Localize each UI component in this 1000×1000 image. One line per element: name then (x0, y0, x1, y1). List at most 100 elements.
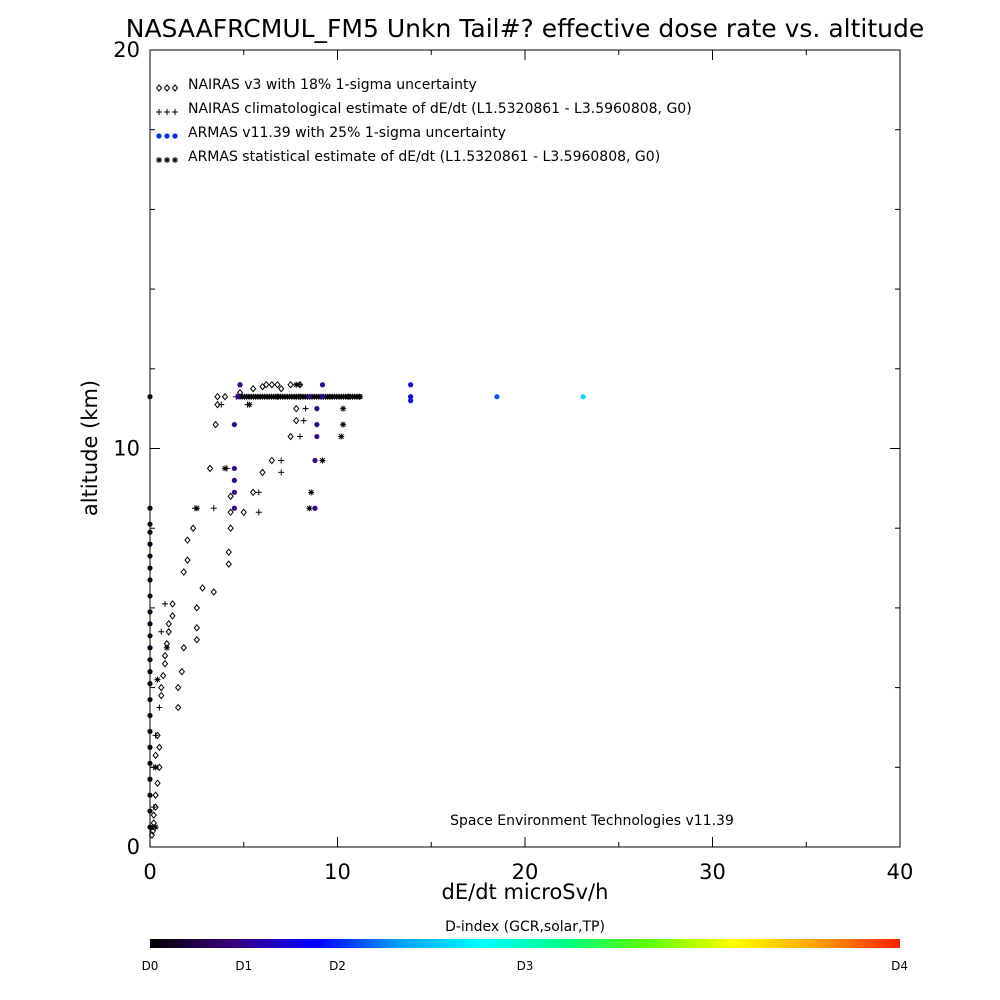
armas-stat-point (338, 433, 345, 440)
y-tick-label: 10 (113, 437, 140, 461)
armas-stat-point (222, 465, 228, 472)
nairas-point (156, 743, 163, 752)
armas-point (147, 394, 153, 400)
nairas-point (169, 612, 176, 620)
armas-stat-point (164, 157, 170, 163)
nairas-point (274, 380, 281, 389)
nairas-point (169, 600, 176, 608)
nairas-point (206, 464, 214, 473)
x-tick-label: 20 (512, 860, 539, 884)
armas-point (408, 382, 414, 388)
armas-stat-point (357, 393, 363, 400)
nairas-point (150, 811, 157, 819)
nairas-point (212, 420, 219, 429)
armas-point (147, 505, 153, 511)
armas-point (231, 489, 237, 495)
colorbar-title: D-index (GCR,solar,TP) (445, 919, 605, 935)
armas-point (147, 669, 153, 675)
legend-label: ARMAS v11.39 with 25% 1-sigma uncertaint… (188, 125, 506, 141)
armas-point (231, 465, 237, 472)
x-tick-labels: 0 10 20 30 40 (143, 860, 913, 884)
armas-point (319, 382, 326, 388)
nairas-point (159, 671, 167, 680)
y-axis-label: altitude (km) (78, 380, 102, 516)
nairas-point (225, 548, 232, 556)
armas-point (147, 529, 153, 535)
nairas-point (189, 524, 197, 532)
armas-point (147, 657, 153, 663)
nairas-point (227, 492, 234, 501)
x-tick-label: 0 (143, 860, 156, 884)
armas-point (147, 521, 153, 527)
nairas-point (161, 659, 169, 668)
armas-point (408, 398, 414, 404)
armas-point (231, 421, 237, 428)
armas-point (580, 394, 586, 400)
nairas-point (249, 488, 257, 497)
nairas-clim-point (164, 109, 170, 115)
legend-label: NAIRAS v3 with 18% 1-sigma uncertainty (188, 77, 477, 93)
nairas-point (163, 84, 171, 92)
x-axis-label: dE/dt microSv/h (442, 880, 609, 904)
nairas-clim-point (218, 401, 225, 408)
nairas-point (180, 643, 187, 652)
armas-point (147, 776, 153, 782)
armas-stat-point (152, 764, 159, 771)
nairas-point (210, 588, 217, 596)
armas-point (147, 808, 153, 814)
nairas-point (293, 404, 300, 413)
data-points (147, 380, 586, 839)
armas-point (312, 457, 318, 464)
nairas-point (249, 384, 257, 393)
armas-point (408, 394, 414, 400)
armas-point (319, 394, 326, 400)
legend: NAIRAS v3 with 18% 1-sigma uncertainty NA… (155, 77, 692, 165)
armas-point (147, 593, 153, 599)
nairas-point (156, 763, 163, 772)
nairas-point (171, 84, 179, 92)
armas-point (231, 477, 237, 483)
nairas-point (165, 628, 172, 636)
armas-stat-point (154, 676, 161, 683)
colorbar-label: D4 (891, 959, 908, 973)
nairas-point (287, 380, 294, 389)
nairas-clim-point (158, 628, 165, 635)
nairas-point (158, 683, 165, 692)
armas-point (306, 394, 312, 400)
armas-point (147, 728, 153, 735)
colorbar-label: D2 (329, 959, 346, 973)
armas-stat-point (156, 157, 162, 163)
nairas-point (263, 380, 270, 389)
x-tick-label: 30 (699, 860, 726, 884)
nairas-point (193, 635, 201, 644)
armas-point (147, 712, 153, 719)
legend-entry: ARMAS v11.39 with 25% 1-sigma uncertaint… (156, 125, 506, 141)
nairas-point (240, 508, 247, 517)
armas-point (237, 382, 243, 388)
nairas-point (174, 683, 182, 692)
armas-stat-point (293, 393, 300, 400)
credit-text: Space Environment Technologies v11.39 (450, 813, 734, 829)
armas-point (147, 565, 153, 571)
armas-point (147, 541, 153, 547)
armas-point (147, 553, 153, 559)
legend-label: NAIRAS climatological estimate of dE/dt … (188, 101, 692, 117)
nairas-clim-point (255, 489, 262, 496)
y-tick-labels: 0 10 20 (113, 38, 140, 859)
nairas-clim-point (162, 600, 168, 607)
legend-entry: ARMAS statistical estimate of dE/dt (L1.… (156, 149, 660, 165)
nairas-clim-point (210, 505, 217, 512)
armas-point (147, 792, 153, 798)
nairas-point (268, 380, 276, 389)
armas-stat-point (327, 393, 333, 400)
y-tick-label: 0 (127, 835, 140, 859)
nairas-point (149, 827, 156, 835)
armas-point (156, 133, 162, 139)
nairas-point (259, 468, 266, 477)
armas-stat-point (172, 157, 178, 163)
armas-stat-point (340, 421, 347, 428)
nairas-point (178, 667, 186, 676)
legend-entry: NAIRAS v3 with 18% 1-sigma uncertainty (155, 77, 477, 93)
armas-stat-point (308, 489, 315, 496)
armas-stat-point (274, 393, 281, 400)
